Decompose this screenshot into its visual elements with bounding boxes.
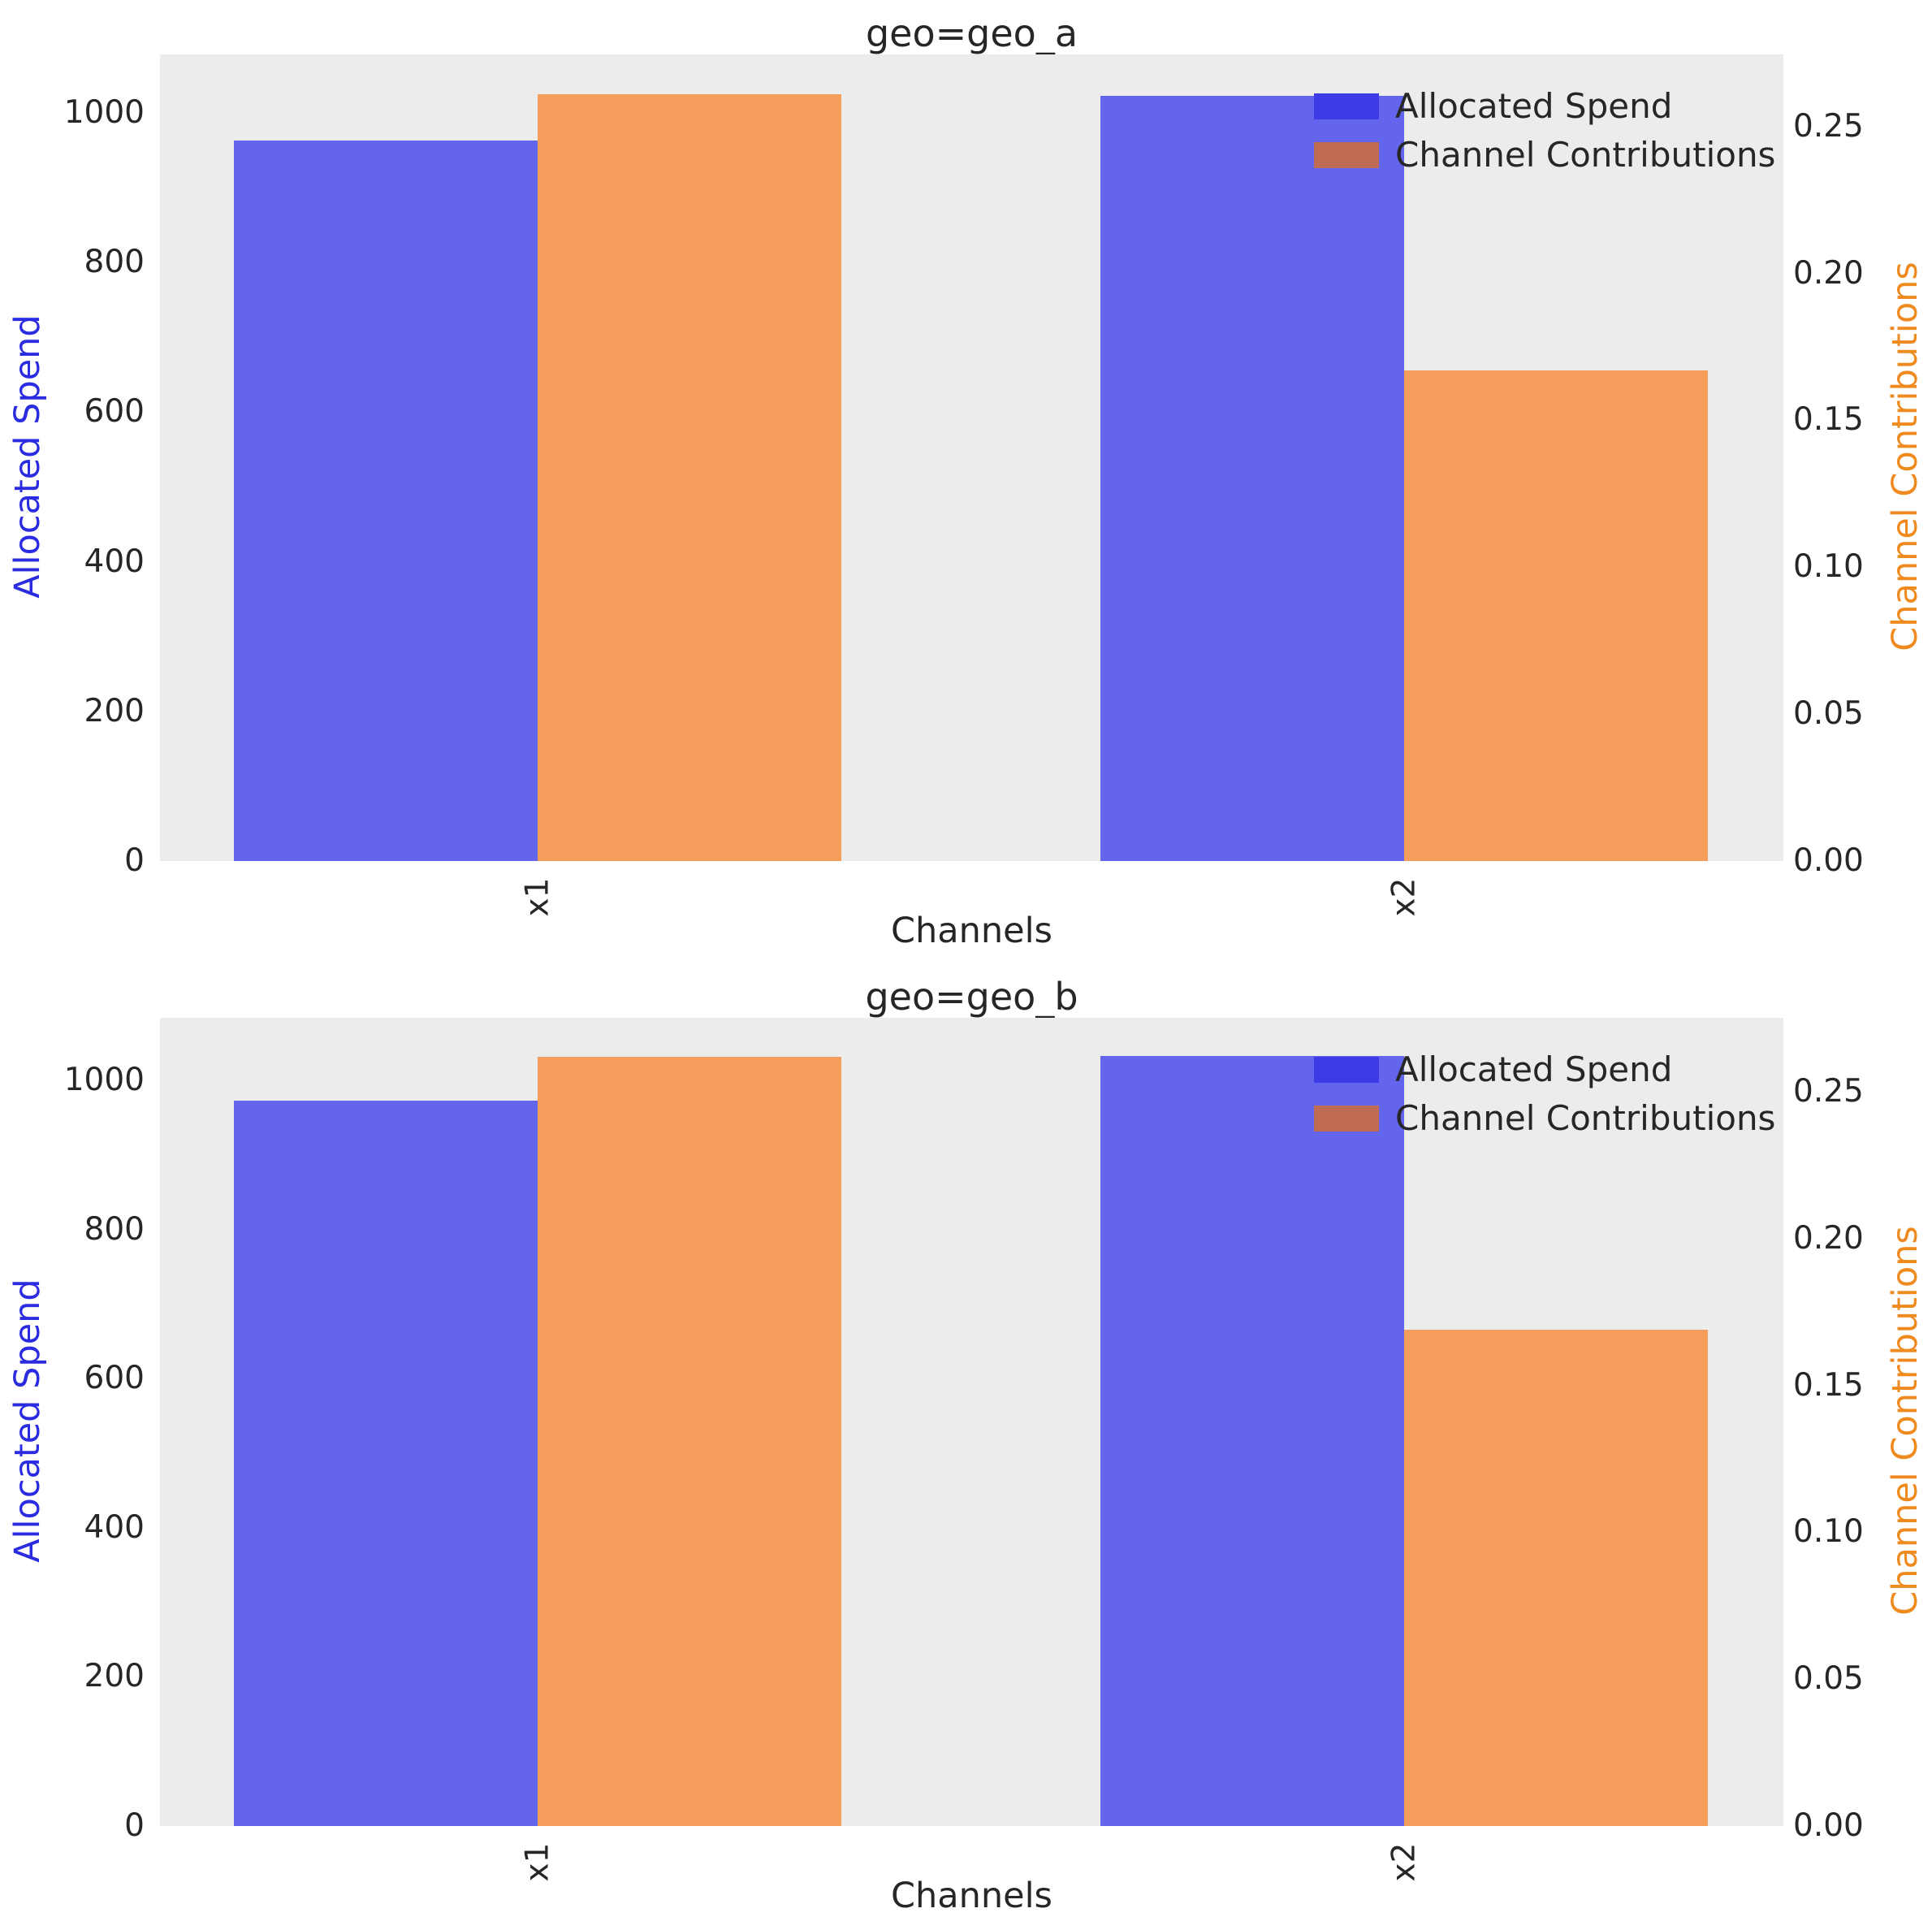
subplot-b-x-axis-label: Channels <box>891 1876 1052 1916</box>
left-ytick-800: 800 <box>84 244 145 281</box>
right-ytick-0.20: 0.20 <box>1793 1219 1864 1257</box>
right-ytick-0.25: 0.25 <box>1793 1073 1864 1110</box>
xtick-x2: x2 <box>1385 1842 1423 1881</box>
spend-bar-x2 <box>1100 1055 1405 1826</box>
contribution-bar-x1 <box>537 93 841 861</box>
subplot-a-right-axis-label: Channel Contributions <box>1885 261 1926 651</box>
xtick-x1: x1 <box>519 1842 556 1881</box>
subplot-b-title: geo=geo_b <box>865 975 1078 1019</box>
right-ytick-0.25: 0.25 <box>1793 107 1864 145</box>
legend-swatch-allocated-spend <box>1314 93 1379 119</box>
left-ytick-600: 600 <box>84 393 145 431</box>
left-ytick-800: 800 <box>84 1210 145 1248</box>
spend-bar-x1 <box>233 140 538 861</box>
right-ytick-0.10: 0.10 <box>1793 1513 1864 1551</box>
contribution-bar-x2 <box>1404 370 1709 861</box>
subplot-a-plot-area <box>160 54 1783 861</box>
contribution-bar-x2 <box>1404 1329 1709 1826</box>
xtick-x1: x1 <box>519 877 556 916</box>
left-ytick-0: 0 <box>124 1807 145 1844</box>
right-ytick-0.00: 0.00 <box>1793 842 1864 879</box>
subplot-a-title: geo=geo_a <box>865 11 1078 55</box>
legend-label-allocated-spend: Allocated Spend <box>1395 86 1673 126</box>
xtick-x2: x2 <box>1385 877 1423 916</box>
right-ytick-0.15: 0.15 <box>1793 401 1864 439</box>
left-ytick-0: 0 <box>124 842 145 879</box>
right-ytick-0.20: 0.20 <box>1793 254 1864 292</box>
legend-swatch-channel-contributions <box>1314 1106 1379 1132</box>
right-ytick-0.05: 0.05 <box>1793 695 1864 733</box>
subplot-b-left-axis-label: Allocated Spend <box>7 1278 48 1563</box>
subplot-b-plot-area <box>160 1018 1783 1826</box>
left-ytick-400: 400 <box>84 543 145 580</box>
legend-swatch-allocated-spend <box>1314 1057 1379 1083</box>
right-ytick-0.10: 0.10 <box>1793 548 1864 586</box>
right-ytick-0.15: 0.15 <box>1793 1366 1864 1404</box>
subplot-b-right-axis-label: Channel Contributions <box>1885 1225 1926 1616</box>
right-ytick-0.00: 0.00 <box>1793 1807 1864 1844</box>
left-ytick-400: 400 <box>84 1508 145 1546</box>
legend-label-channel-contributions: Channel Contributions <box>1395 135 1776 175</box>
legend-swatch-channel-contributions <box>1314 142 1379 168</box>
legend-label-channel-contributions: Channel Contributions <box>1395 1098 1776 1138</box>
contribution-bar-x1 <box>537 1056 841 1826</box>
left-ytick-200: 200 <box>84 1658 145 1695</box>
spend-bar-x2 <box>1100 95 1405 861</box>
right-ytick-0.05: 0.05 <box>1793 1660 1864 1698</box>
subplot-a-left-axis-label: Allocated Spend <box>7 314 48 599</box>
subplot-a-x-axis-label: Channels <box>891 911 1052 951</box>
left-ytick-600: 600 <box>84 1360 145 1397</box>
spend-bar-x1 <box>233 1100 538 1826</box>
left-ytick-1000: 1000 <box>63 1062 145 1099</box>
left-ytick-1000: 1000 <box>63 93 145 131</box>
left-ytick-200: 200 <box>84 692 145 729</box>
legend-label-allocated-spend: Allocated Spend <box>1395 1049 1673 1089</box>
